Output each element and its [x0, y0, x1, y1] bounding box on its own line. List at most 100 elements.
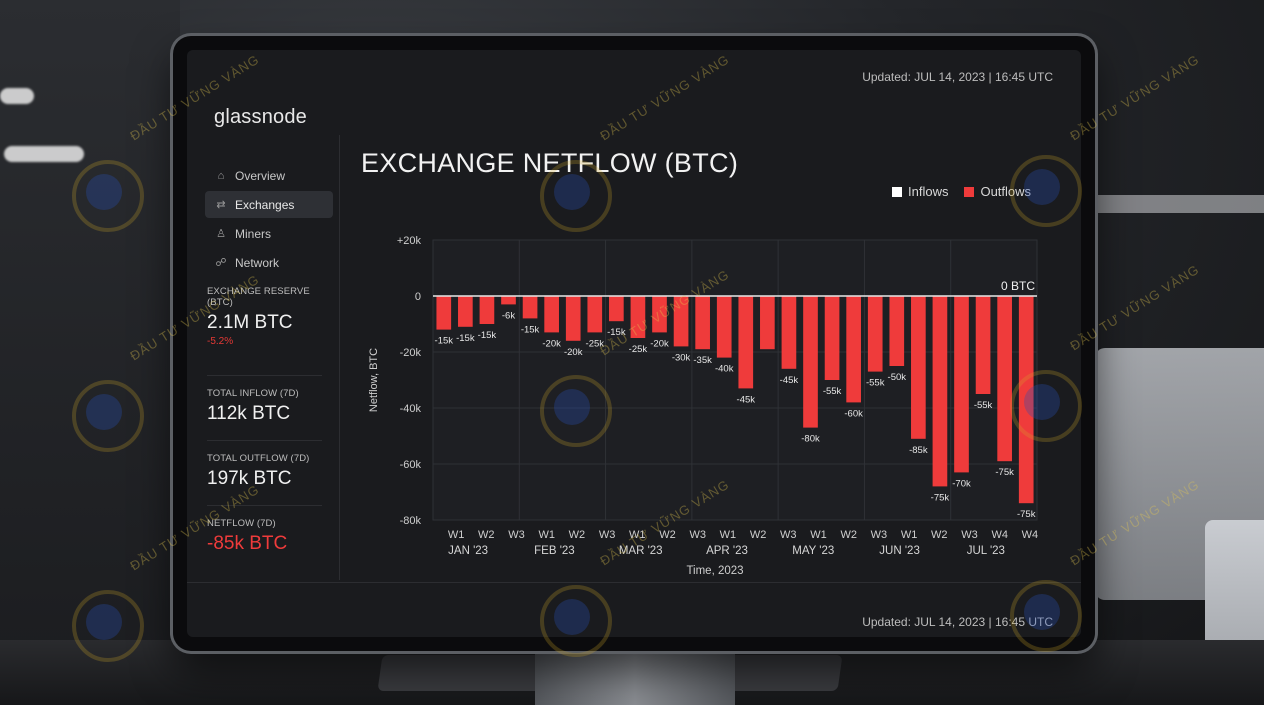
dashboard-screen: glassnode Updated: JUL 14, 2023 | 16:45 …: [187, 50, 1081, 637]
metric-total-inflow: TOTAL INFLOW (7D) 112k BTC: [207, 388, 327, 425]
bar-outflow: [522, 296, 538, 319]
bar-data-label: -60k: [844, 408, 863, 419]
bar-data-label: -20k: [542, 338, 561, 349]
watermark-logo: [72, 160, 144, 232]
watermark-logo: [1010, 370, 1082, 442]
bar-data-label: -85k: [909, 445, 928, 456]
bar-outflow: [587, 296, 603, 333]
metric-change: -5.2%: [207, 336, 234, 347]
ceiling-light: [0, 88, 34, 104]
metric-netflow: NETFLOW (7D) -85k BTC: [207, 518, 327, 555]
bar-outflow: [824, 296, 840, 380]
x-tick-week-label: W2: [659, 529, 676, 541]
watermark-logo: [72, 380, 144, 452]
updated-timestamp: Updated: JUL 14, 2023 | 16:45 UTC: [862, 70, 1053, 84]
watermark-logo: [540, 160, 612, 232]
bar-data-label: -35k: [693, 355, 712, 366]
x-tick-week-label: W4: [1022, 529, 1039, 541]
y-tick-label: -80k: [400, 515, 422, 527]
watermark-logo: [72, 590, 144, 662]
bar-outflow: [997, 296, 1012, 462]
y-tick-label: -60k: [400, 459, 422, 471]
brand-logo[interactable]: glassnode: [214, 106, 307, 128]
bar-outflow: [932, 296, 948, 487]
y-tick-label: 0: [415, 291, 421, 303]
bar-outflow: [436, 296, 452, 330]
ceiling-light: [4, 146, 84, 162]
x-tick-week-label: W2: [931, 529, 948, 541]
bar-outflow: [544, 296, 559, 333]
background-shelf: [1095, 195, 1264, 213]
x-tick-month-label: APR '23: [706, 545, 748, 557]
bar-data-label: -25k: [629, 344, 648, 355]
metric-value: 2.1M BTC: [207, 312, 293, 333]
sidebar-item-exchanges[interactable]: ⇄ Exchanges: [205, 191, 333, 218]
bar-outflow: [716, 296, 732, 358]
bar-data-label: -25k: [586, 338, 605, 349]
metric-value: 112k BTC: [207, 403, 291, 424]
sidebar-item-overview[interactable]: ⌂ Overview: [205, 162, 333, 189]
bar-outflow: [652, 296, 667, 333]
x-tick-week-label: W1: [538, 529, 555, 541]
x-tick-week-label: W2: [840, 529, 857, 541]
sidebar-divider: [339, 135, 340, 580]
x-tick-week-label: W2: [569, 529, 586, 541]
bar-data-label: -15k: [521, 324, 540, 335]
x-tick-week-label: W3: [689, 529, 706, 541]
bar-data-label: -6k: [502, 310, 515, 321]
x-tick-week-label: W1: [448, 529, 465, 541]
bar-outflow: [846, 296, 861, 403]
swap-icon: ⇄: [216, 199, 226, 211]
sidebar-item-label: Miners: [235, 226, 272, 241]
background-window: [0, 0, 180, 705]
x-axis-label: Time, 2023: [686, 565, 743, 577]
bar-outflow: [781, 296, 797, 369]
watermark-logo: [540, 375, 612, 447]
bar-outflow: [975, 296, 991, 394]
bar-outflow: [803, 296, 818, 428]
bar-outflow: [738, 296, 754, 389]
bar-outflow: [673, 296, 689, 347]
x-tick-week-label: W1: [720, 529, 737, 541]
sidebar-item-label: Overview: [235, 168, 286, 183]
sidebar-item-network[interactable]: ☍ Network: [205, 249, 333, 276]
bar-data-label: -55k: [974, 400, 993, 411]
user-icon: ♙: [216, 228, 226, 240]
metric-label: TOTAL OUTFLOW (7D): [207, 453, 310, 464]
bar-data-label: -20k: [564, 347, 583, 358]
bar-data-label: -75k: [1017, 509, 1036, 520]
bar-outflow: [760, 296, 775, 350]
bar-data-label: -55k: [866, 378, 885, 389]
bar-data-label: -15k: [607, 327, 626, 338]
sidebar-item-miners[interactable]: ♙ Miners: [205, 220, 333, 247]
bar-data-label: -40k: [715, 364, 734, 375]
watermark-logo: [1010, 155, 1082, 227]
y-tick-label: +20k: [397, 235, 422, 247]
bar-data-label: -75k: [931, 492, 950, 503]
metric-total-outflow: TOTAL OUTFLOW (7D) 197k BTC: [207, 453, 327, 490]
bar-outflow: [954, 296, 969, 473]
bar-outflow: [458, 296, 473, 327]
metric-exchange-reserve: EXCHANGE RESERVE (BTC) 2.1M BTC -5.2%: [207, 286, 327, 347]
x-tick-month-label: MAR '23: [619, 545, 663, 557]
x-tick-month-label: JUN '23: [879, 545, 920, 557]
x-tick-week-label: W3: [961, 529, 978, 541]
x-tick-week-label: W1: [901, 529, 918, 541]
bar-data-label: -20k: [650, 338, 669, 349]
bar-outflow: [565, 296, 581, 341]
sidebar-item-label: Network: [235, 255, 280, 270]
bar-outflow: [479, 296, 495, 324]
network-icon: ☍: [215, 257, 227, 269]
bar-data-label: -30k: [672, 352, 691, 363]
metric-divider: [207, 375, 322, 376]
legend-swatch: [892, 186, 902, 197]
sidebar-item-label: Exchanges: [235, 197, 295, 212]
legend-inflows[interactable]: Inflows: [892, 184, 948, 199]
bar-data-label: -75k: [995, 467, 1014, 478]
bar-data-label: -50k: [888, 372, 907, 383]
metric-label: EXCHANGE RESERVE (BTC): [207, 286, 310, 308]
x-tick-month-label: FEB '23: [534, 545, 575, 557]
legend-label: Inflows: [908, 184, 949, 199]
sidebar-nav: ⌂ Overview ⇄ Exchanges ♙ Miners ☍ Networ…: [205, 162, 333, 278]
